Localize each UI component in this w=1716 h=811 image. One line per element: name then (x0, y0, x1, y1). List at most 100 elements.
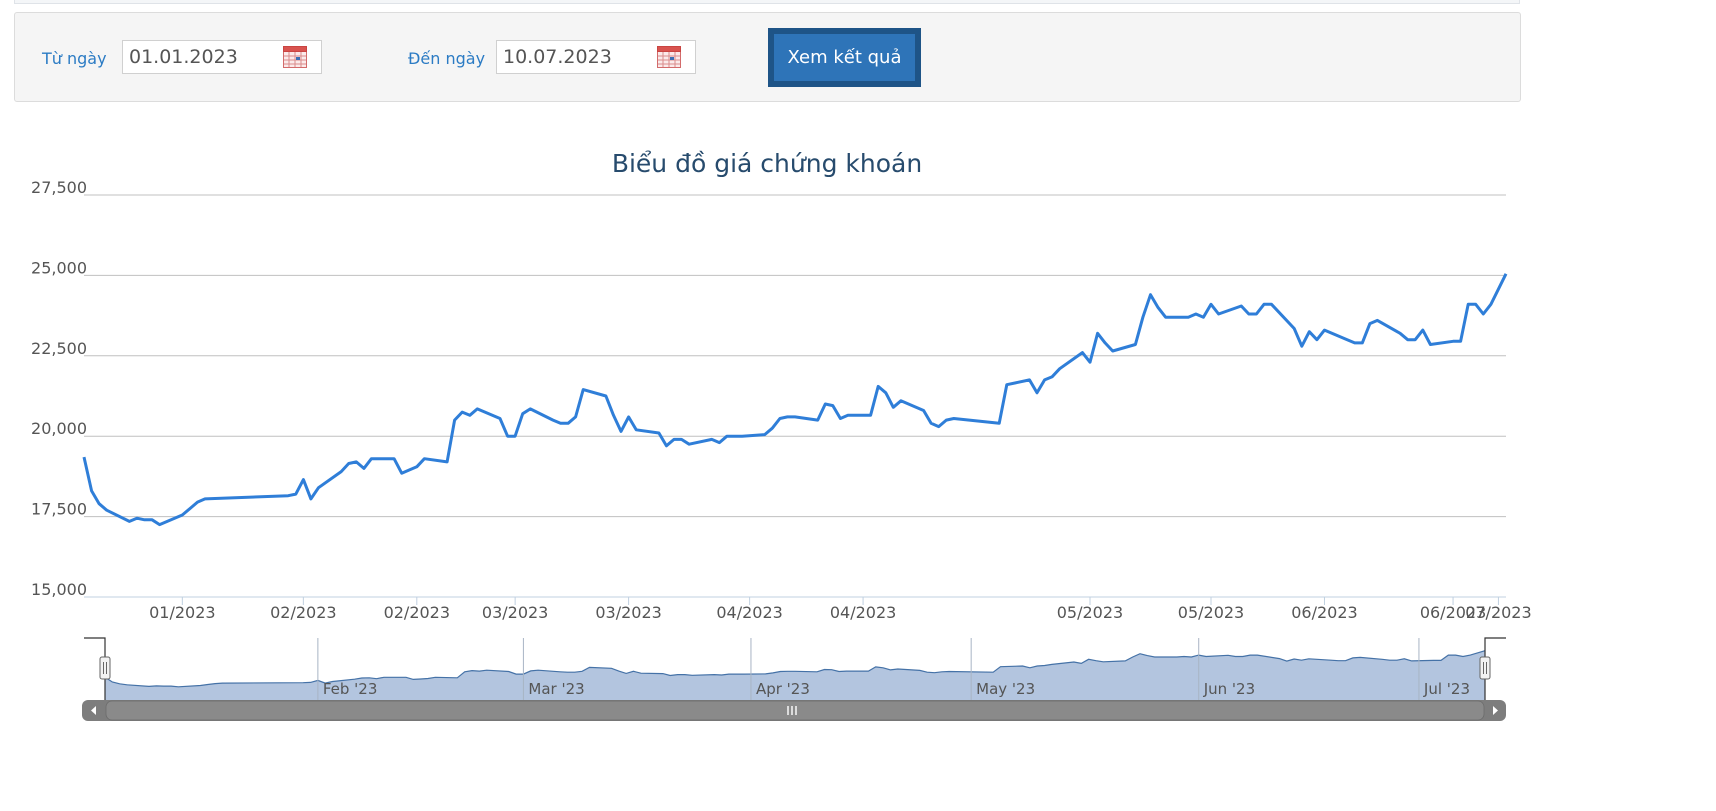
navigator: Feb '23 Mar '23 Apr '23 May '23 Jun '23 Jul '… (82, 637, 1506, 721)
data-point[interactable] (1092, 327, 1104, 339)
y-tick-label: 25,000 (31, 258, 87, 277)
scrollbar-thumb[interactable] (105, 700, 1485, 721)
data-point[interactable] (683, 438, 695, 450)
data-point[interactable] (1137, 311, 1149, 323)
data-point[interactable] (441, 456, 453, 468)
data-point[interactable] (1311, 334, 1323, 346)
view-results-button[interactable]: Xem kết quả (774, 34, 915, 81)
data-point[interactable] (623, 411, 635, 423)
data-point[interactable] (880, 387, 892, 399)
data-point[interactable] (766, 422, 778, 434)
y-tick-label: 22,500 (31, 339, 87, 358)
data-point[interactable] (1084, 356, 1096, 368)
data-point[interactable] (358, 462, 370, 474)
navigator-right-handle[interactable] (1479, 656, 1491, 680)
data-point[interactable] (608, 409, 620, 421)
data-point[interactable] (1424, 339, 1436, 351)
data-point[interactable] (812, 414, 824, 426)
y-tick-label: 27,500 (31, 178, 87, 197)
data-point[interactable] (524, 403, 536, 415)
data-point[interactable] (297, 474, 309, 486)
data-point[interactable] (1001, 379, 1013, 391)
data-point[interactable] (993, 417, 1005, 429)
data-point[interactable] (199, 493, 211, 505)
data-point[interactable] (154, 519, 166, 531)
data-point[interactable] (1250, 308, 1262, 320)
to-date-input[interactable] (497, 41, 663, 73)
from-date-input[interactable] (123, 41, 289, 73)
x-tick-label: 06/2023 (1291, 603, 1357, 622)
data-point[interactable] (1145, 289, 1157, 301)
data-point[interactable] (615, 425, 627, 437)
data-point[interactable] (1417, 324, 1429, 336)
data-point[interactable] (1288, 323, 1300, 335)
from-date-label: Từ ngày (42, 49, 107, 68)
data-point[interactable] (1054, 363, 1066, 375)
calendar-icon[interactable] (283, 46, 307, 68)
data-point[interactable] (1205, 298, 1217, 310)
data-point[interactable] (895, 395, 907, 407)
scroll-right-arrow-icon[interactable] (1493, 706, 1498, 715)
data-point[interactable] (948, 413, 960, 425)
calendar-icon[interactable] (657, 46, 681, 68)
data-point[interactable] (1319, 324, 1331, 336)
grid-lines (84, 194, 1506, 598)
data-point[interactable] (1371, 314, 1383, 326)
data-point[interactable] (1296, 340, 1308, 352)
data-point[interactable] (1129, 339, 1141, 351)
chart-title: Biểu đồ giá chứng khoán (612, 149, 922, 178)
x-axis-labels: 01/2023 02/2023 02/2023 03/2023 03/2023 04/20… (149, 597, 1532, 622)
data-point[interactable] (509, 430, 521, 442)
data-point[interactable] (494, 413, 506, 425)
data-point[interactable] (1477, 308, 1489, 320)
data-point[interactable] (1024, 374, 1036, 386)
data-point[interactable] (305, 493, 317, 505)
data-point[interactable] (577, 384, 589, 396)
data-point[interactable] (630, 424, 642, 436)
x-tick-label: 03/2023 (482, 603, 548, 622)
data-point[interactable] (101, 504, 113, 516)
navigator-scrollbar[interactable] (82, 700, 1506, 721)
data-point[interactable] (1031, 387, 1043, 399)
to-date-field[interactable] (496, 40, 696, 74)
data-point[interactable] (865, 409, 877, 421)
data-point[interactable] (600, 390, 612, 402)
navigator-left-handle[interactable] (99, 656, 111, 680)
data-point[interactable] (827, 400, 839, 412)
data-point[interactable] (388, 453, 400, 465)
data-point[interactable] (78, 451, 90, 463)
data-point[interactable] (1107, 345, 1119, 357)
data-point[interactable] (290, 488, 302, 500)
data-point[interactable] (789, 411, 801, 423)
data-point[interactable] (418, 453, 430, 465)
data-point[interactable] (1500, 268, 1512, 280)
data-point[interactable] (313, 482, 325, 494)
x-tick-label: 03/2023 (595, 603, 661, 622)
data-point[interactable] (1409, 334, 1421, 346)
y-tick-label: 17,500 (31, 500, 87, 519)
data-point[interactable] (1197, 311, 1209, 323)
data-point[interactable] (86, 485, 98, 497)
data-point[interactable] (736, 430, 748, 442)
data-point[interactable] (653, 427, 665, 439)
data-point[interactable] (1160, 311, 1172, 323)
data-point[interactable] (1076, 347, 1088, 359)
data-point[interactable] (1470, 298, 1482, 310)
scroll-left-arrow-icon[interactable] (91, 706, 96, 715)
data-point[interactable] (918, 405, 930, 417)
data-point[interactable] (1266, 298, 1278, 310)
data-point[interactable] (1356, 337, 1368, 349)
data-point[interactable] (1455, 335, 1467, 347)
data-point[interactable] (1152, 302, 1164, 314)
data-point[interactable] (1485, 298, 1497, 310)
data-point[interactable] (471, 403, 483, 415)
data-point[interactable] (570, 411, 582, 423)
from-date-field[interactable] (122, 40, 322, 74)
y-axis-labels: 15,000 17,500 20,000 22,500 25,000 27,500 (31, 178, 87, 599)
navigator-line (104, 650, 1486, 688)
data-point[interactable] (365, 453, 377, 465)
data-point[interactable] (1213, 308, 1225, 320)
x-tick-label: 07/2023 (1465, 603, 1531, 622)
data-point[interactable] (842, 409, 854, 421)
